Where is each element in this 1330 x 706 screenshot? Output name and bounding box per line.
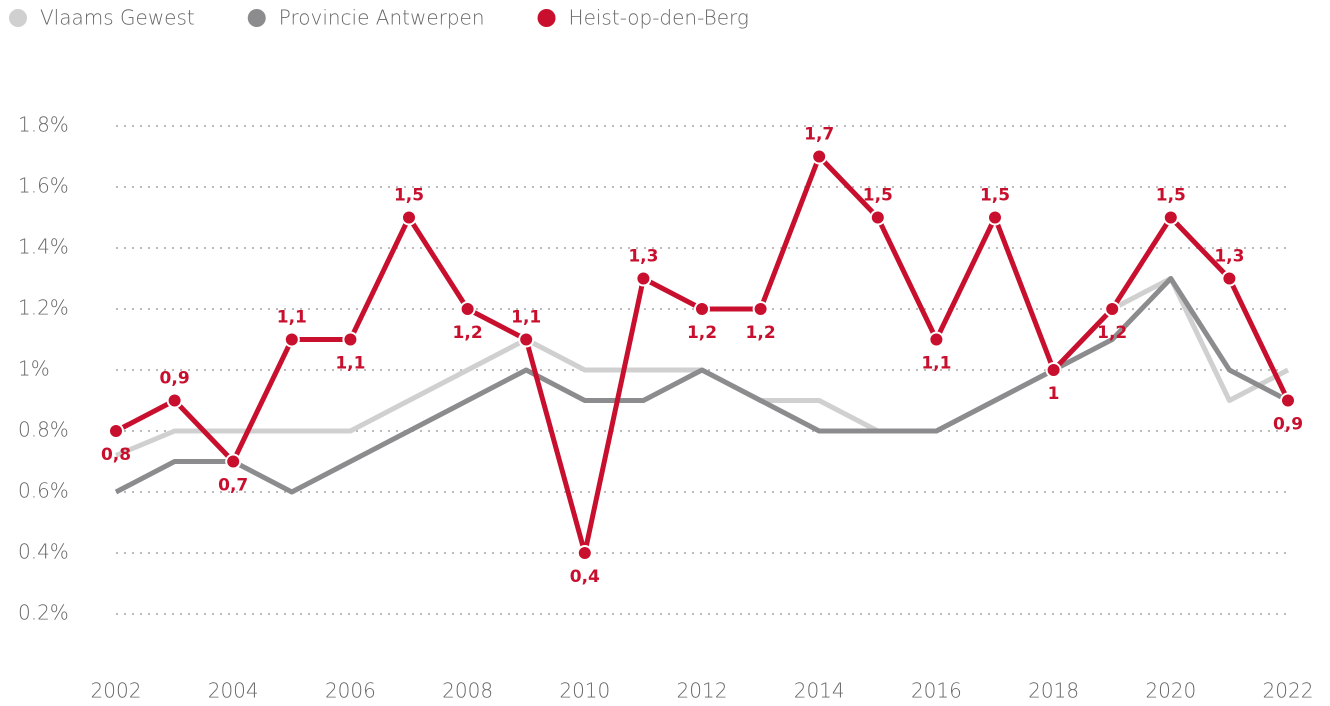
series-line	[114, 276, 1290, 495]
y-tick-label: 0.4%	[18, 540, 69, 564]
legend-swatch	[247, 9, 266, 27]
value-label: 1,5	[863, 186, 893, 206]
x-tick-label: 2014	[794, 679, 845, 703]
value-label: 1,2	[746, 323, 776, 343]
point	[928, 331, 945, 348]
value-label: 1,2	[1097, 323, 1127, 343]
point	[283, 331, 300, 348]
x-tick-label: 2006	[325, 679, 376, 703]
point	[1104, 301, 1121, 317]
value-label: 0,7	[218, 476, 248, 496]
x-tick-label: 2012	[677, 679, 728, 703]
value-label: 1,3	[628, 247, 658, 267]
point	[108, 423, 124, 439]
value-label: 1,1	[335, 354, 365, 374]
point	[694, 301, 710, 317]
value-label: 0,4	[570, 567, 600, 587]
y-tick-label: 0.8%	[18, 418, 69, 442]
value-label: 1,1	[511, 308, 541, 328]
value-label: 0,9	[160, 369, 190, 389]
value-label: 1,2	[453, 323, 483, 343]
value-label: 1,2	[687, 323, 717, 343]
x-tick-label: 2004	[208, 679, 259, 703]
value-label: 0,8	[101, 445, 131, 465]
point	[635, 270, 652, 287]
point	[752, 301, 769, 317]
x-tick-label: 2010	[559, 679, 610, 703]
value-label: 1,1	[921, 354, 951, 374]
value-label: 1,5	[980, 186, 1010, 206]
y-tick-label: 1.2%	[18, 296, 69, 320]
x-tick-label: 2008	[442, 679, 493, 703]
value-label: 1,5	[394, 186, 424, 206]
point	[401, 209, 417, 226]
value-label: 1,1	[277, 308, 307, 328]
value-label: 1,3	[1214, 247, 1244, 267]
point	[518, 331, 535, 348]
point	[225, 453, 242, 470]
point	[987, 209, 1003, 226]
point	[1280, 392, 1296, 409]
point	[1221, 270, 1238, 287]
point	[811, 148, 828, 165]
point	[342, 331, 359, 348]
x-tick-label: 2020	[1145, 679, 1196, 703]
y-tick-label: 1.8%	[18, 113, 69, 137]
legend-label: Heist-op-den-Berg	[569, 6, 749, 30]
legend-label: Vlaams Gewest	[40, 6, 195, 30]
y-tick-label: 1.6%	[18, 174, 69, 198]
y-tick-label: 1%	[18, 357, 50, 381]
point	[1162, 209, 1179, 226]
legend-label: Provincie Antwerpen	[279, 6, 485, 30]
y-tick-label: 0.6%	[18, 479, 69, 503]
point	[459, 301, 476, 317]
x-tick-label: 2016	[911, 679, 962, 703]
point	[869, 209, 886, 226]
value-label: 1,5	[1156, 186, 1186, 206]
y-tick-label: 1.4%	[18, 235, 69, 259]
point	[576, 545, 593, 561]
point	[166, 392, 183, 409]
point	[1045, 362, 1062, 378]
x-tick-label: 2018	[1028, 679, 1079, 703]
value-label: 0,9	[1273, 415, 1303, 435]
y-tick-label: 0.2%	[18, 601, 69, 625]
x-tick-label: 2022	[1263, 679, 1314, 703]
value-label: 1	[1048, 384, 1060, 404]
legend-swatch	[537, 9, 556, 27]
value-label: 1,7	[804, 125, 834, 145]
x-tick-label: 2002	[91, 679, 142, 703]
legend-swatch	[9, 9, 27, 27]
